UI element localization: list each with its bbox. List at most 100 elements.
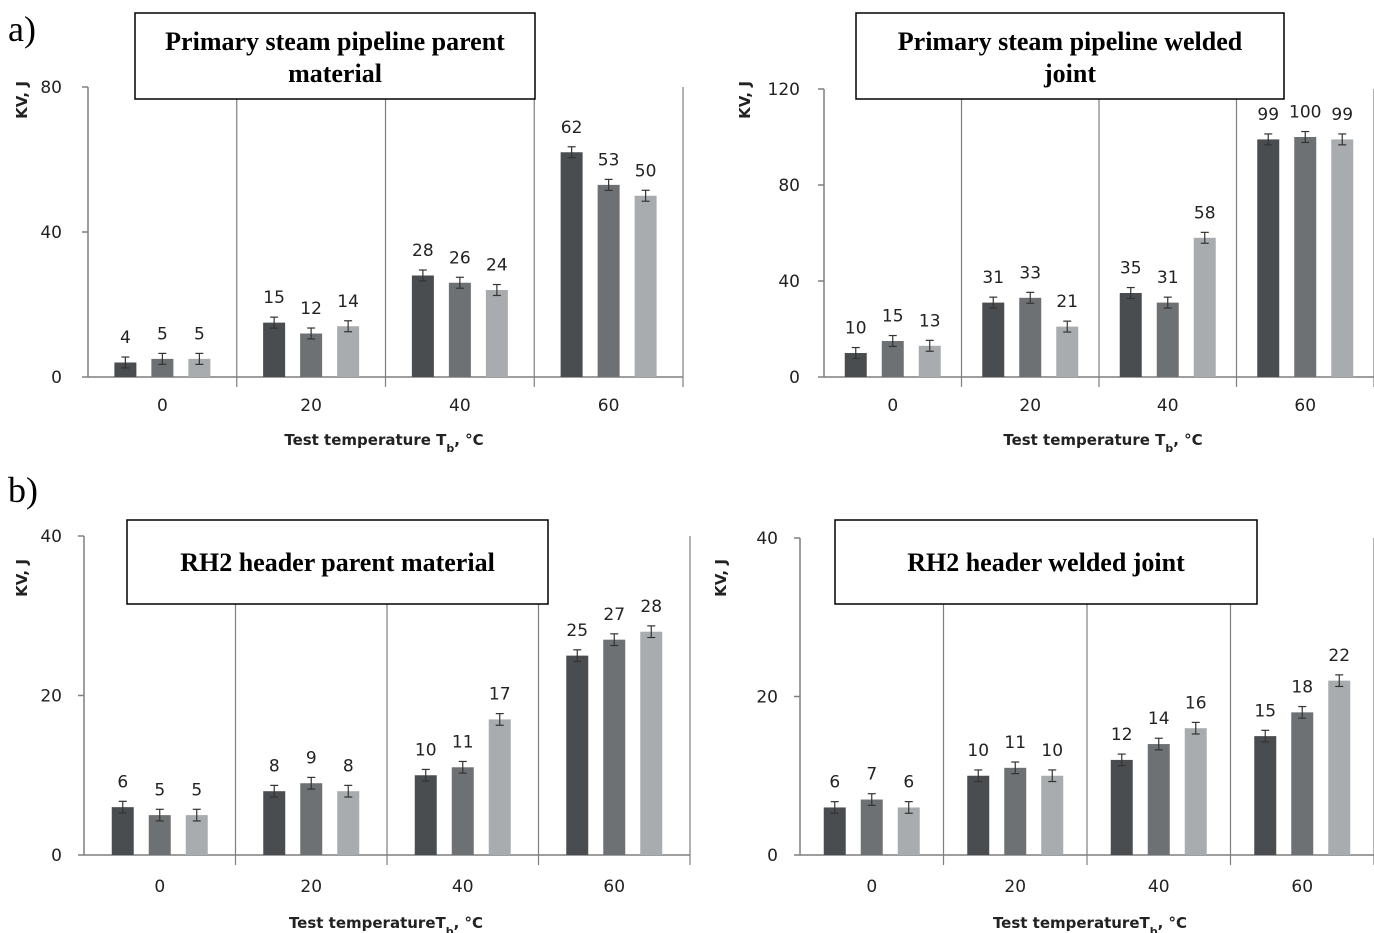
bar (982, 302, 1005, 377)
bar (1056, 326, 1079, 377)
data-label: 28 (640, 597, 662, 617)
x-axis-label-sub: b (446, 442, 454, 455)
bar (263, 791, 286, 855)
bar (1156, 302, 1179, 377)
bar (148, 815, 171, 855)
x-axis-label: Test temperature Tb, °C (284, 431, 483, 455)
data-label: 11 (452, 732, 474, 752)
y-tick-label: 0 (789, 368, 800, 388)
x-tick-label: 0 (157, 396, 168, 416)
bar (823, 807, 846, 855)
bar (1328, 680, 1351, 855)
chart-title-box (126, 519, 549, 605)
bar (114, 362, 137, 377)
data-label: 28 (412, 241, 434, 261)
data-label: 12 (1111, 725, 1133, 745)
bar (597, 184, 620, 377)
chart-title: RH2 header parent material (180, 548, 495, 577)
data-label: 5 (191, 780, 202, 800)
data-label: 22 (1328, 646, 1350, 666)
x-axis-label-main: Test temperatureT (993, 914, 1151, 932)
data-label: 15 (263, 288, 285, 308)
data-label: 99 (1331, 105, 1353, 125)
x-tick-label: 0 (866, 877, 877, 897)
bar (1019, 297, 1042, 377)
x-axis-label: Test temperatureTb, °C (993, 914, 1187, 933)
data-label: 5 (194, 324, 205, 344)
bar (111, 807, 134, 855)
x-axis-label-sub: b (446, 925, 454, 933)
x-tick-label: 20 (1004, 877, 1026, 897)
chart-4: 0 20 40 0 6 7 6 20 10 11 10 40 12 14 16 60 15 18 22 RH2 hea… (712, 519, 1374, 933)
y-axis-label: KV, J (736, 81, 754, 119)
x-axis-label-unit: , °C (1158, 914, 1187, 932)
data-label: 31 (982, 268, 1004, 288)
bar (897, 807, 920, 855)
x-tick-label: 60 (1291, 877, 1313, 897)
data-label: 53 (598, 150, 620, 170)
data-label: 12 (300, 299, 322, 319)
data-label: 35 (1120, 259, 1142, 279)
y-tick-label: 120 (768, 80, 800, 100)
y-tick-label: 40 (40, 223, 62, 243)
bar (640, 631, 663, 855)
x-axis-label-main: Test temperatureT (289, 914, 447, 932)
bar (1119, 293, 1142, 377)
x-tick-label: 40 (452, 877, 474, 897)
x-tick-label: 60 (1294, 396, 1316, 416)
bar (1257, 139, 1280, 377)
y-tick-label: 0 (51, 846, 62, 866)
bar (603, 639, 626, 855)
chart-title: RH2 header welded joint (907, 548, 1185, 577)
x-axis-label-sub: b (1150, 925, 1158, 933)
y-axis-label: KV, J (13, 559, 31, 597)
bar (1291, 712, 1314, 855)
data-label: 6 (829, 773, 840, 793)
bar (411, 275, 434, 377)
x-axis-label-unit: , °C (454, 431, 483, 449)
x-axis-label-unit: , °C (454, 914, 483, 932)
data-label: 58 (1194, 203, 1216, 223)
data-label: 99 (1257, 105, 1279, 125)
data-label: 33 (1019, 263, 1041, 283)
data-label: 31 (1157, 268, 1179, 288)
bar (188, 358, 211, 377)
panel-label-a: a) (8, 9, 36, 49)
x-axis-label-sub: b (1165, 442, 1173, 455)
x-axis-label-unit: , °C (1173, 431, 1202, 449)
chart-title-line: joint (1043, 59, 1096, 88)
bar (1294, 137, 1317, 377)
y-tick-label: 0 (767, 846, 778, 866)
y-tick-label: 80 (40, 78, 62, 98)
y-tick-label: 40 (778, 272, 800, 292)
data-label: 27 (603, 605, 625, 625)
data-label: 7 (866, 765, 877, 785)
data-label: 10 (967, 741, 989, 761)
data-label: 8 (343, 756, 354, 776)
x-tick-label: 40 (449, 396, 471, 416)
x-tick-label: 20 (300, 877, 322, 897)
data-label: 21 (1056, 292, 1078, 312)
chart-1: 0 40 80 0 4 5 5 20 15 12 14 40 28 26 24 60 62 53 50 Primary… (13, 12, 684, 455)
bar (967, 775, 990, 855)
data-label: 18 (1291, 678, 1313, 698)
bar (448, 282, 471, 377)
data-label: 15 (882, 307, 904, 327)
bar (1147, 744, 1170, 855)
chart-2: 0 40 80 120 0 10 15 13 20 31 33 21 40 35 31 58 60 99 100 99… (736, 12, 1374, 455)
data-label: 100 (1289, 103, 1321, 123)
bar (263, 322, 286, 377)
bar (300, 783, 323, 855)
chart-title-box (855, 12, 1285, 100)
x-tick-label: 0 (154, 877, 165, 897)
bar (1004, 767, 1027, 855)
data-label: 4 (120, 328, 131, 348)
bar (566, 655, 589, 855)
bar (337, 326, 360, 377)
data-label: 10 (415, 740, 437, 760)
y-tick-label: 80 (778, 176, 800, 196)
data-label: 6 (903, 773, 914, 793)
x-tick-label: 20 (300, 396, 322, 416)
